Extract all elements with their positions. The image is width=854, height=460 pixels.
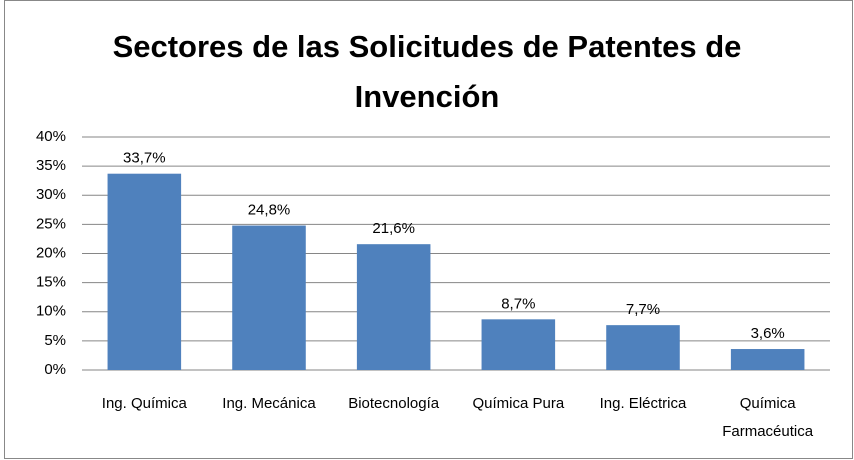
y-tick-label: 40% (36, 128, 66, 145)
x-tick-label: Química Pura (472, 395, 565, 412)
x-tick-label: Biotecnología (348, 395, 440, 412)
bar (107, 173, 182, 370)
y-tick-label: 5% (44, 332, 66, 349)
bar (232, 225, 306, 370)
x-tick-label: Ing. Mecánica (222, 395, 316, 412)
y-tick-label: 10% (36, 303, 66, 320)
x-tick-label: Ing. Eléctrica (599, 395, 687, 412)
bar (730, 349, 805, 370)
data-label: 8,7% (501, 295, 535, 312)
y-tick-label: 0% (44, 361, 66, 378)
x-tick-label: Química Farmacéutica (722, 395, 814, 440)
chart-title: Sectores de las Solicitudes de Patentes … (112, 29, 742, 114)
data-label: 21,6% (372, 220, 415, 237)
y-tick-label: 15% (36, 274, 66, 291)
x-tick-label: Ing. Química (101, 395, 187, 412)
y-tick-label: 25% (36, 215, 66, 232)
data-label: 3,6% (751, 325, 785, 342)
chart-border (4, 0, 853, 459)
y-tick-label: 35% (36, 157, 66, 174)
bar (606, 325, 680, 370)
y-tick-label: 20% (36, 244, 66, 261)
bar (356, 244, 431, 370)
data-label: 33,7% (123, 150, 166, 167)
y-tick-label: 30% (36, 186, 66, 203)
bar (481, 319, 556, 370)
data-label: 24,8% (248, 202, 291, 219)
data-label: 7,7% (626, 301, 660, 318)
